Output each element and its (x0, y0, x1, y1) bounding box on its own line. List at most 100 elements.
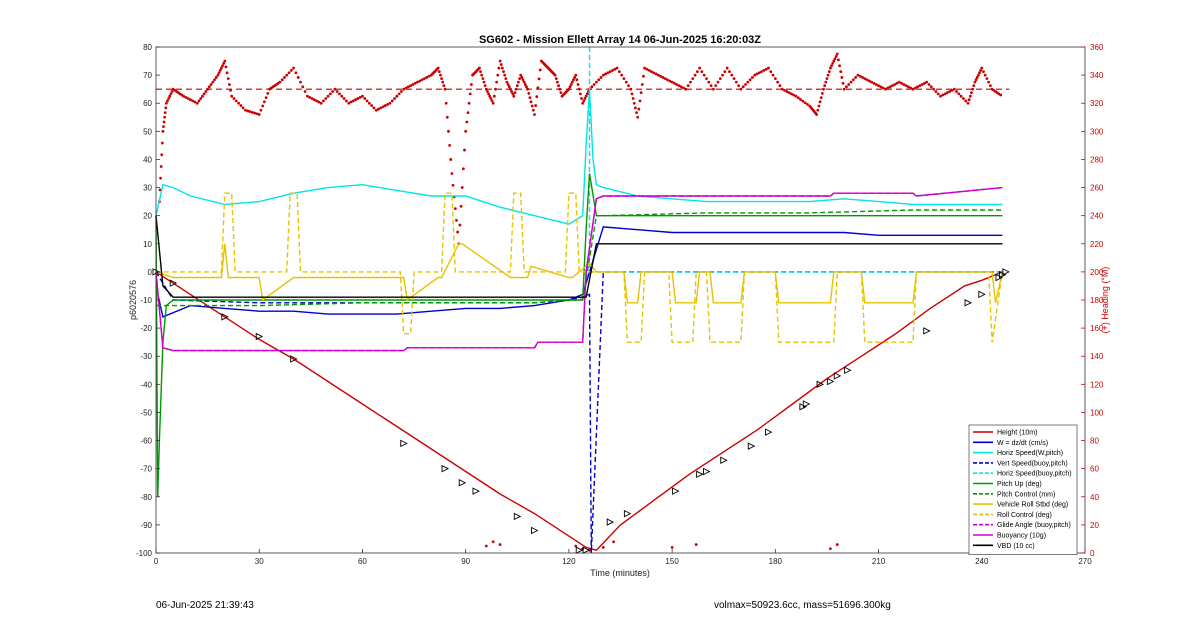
heading-point (823, 84, 827, 88)
heading-point (573, 76, 577, 79)
heading-point (888, 85, 892, 89)
heading-point (861, 76, 864, 79)
heading-point (280, 78, 284, 82)
y-tick-label: -100 (136, 549, 153, 558)
heading-point (783, 88, 786, 92)
heading-point (794, 94, 798, 98)
heading-point (627, 84, 630, 88)
heading-point (427, 74, 431, 78)
heading-point (622, 77, 626, 81)
heading-point (570, 80, 574, 84)
heading-point (528, 96, 532, 99)
heading-point (505, 80, 509, 84)
heading-point (945, 91, 949, 95)
heading-point (489, 97, 493, 100)
heading-point (409, 84, 413, 88)
series-line (155, 243, 1004, 304)
heading-point (874, 83, 878, 86)
heading-point (506, 83, 510, 86)
heading-point (461, 167, 465, 171)
heading-point (647, 69, 651, 72)
heading-point (248, 110, 252, 114)
heading-point (189, 98, 192, 102)
heading-point (207, 85, 211, 89)
heading-point (202, 92, 206, 96)
heading-point (716, 80, 720, 84)
heading-point (744, 83, 747, 86)
heading-point (737, 84, 741, 88)
heading-point (612, 540, 616, 544)
heading-point (913, 86, 917, 90)
heading-point (487, 92, 491, 96)
y-tick-label: 40 (143, 155, 152, 164)
heading-point (976, 73, 980, 77)
height-marker (802, 400, 811, 408)
heading-point (504, 77, 508, 81)
heading-point (897, 80, 901, 84)
heading-point (213, 78, 216, 82)
heading-point (847, 83, 851, 86)
heading-point (771, 73, 775, 77)
heading-point (292, 66, 296, 70)
y-tick-label: 70 (143, 71, 152, 80)
heading-point (980, 66, 984, 70)
heading-point (950, 88, 954, 92)
heading-point (695, 70, 699, 73)
x-tick-label: 30 (255, 557, 264, 566)
x-tick-label: 90 (461, 557, 470, 566)
height-marker (978, 290, 986, 299)
heading-point (684, 87, 688, 91)
heading-point (232, 97, 236, 100)
series-line (155, 271, 1003, 554)
heading-point (395, 94, 399, 98)
x-tick-label: 210 (872, 557, 886, 566)
heading-point (816, 108, 820, 112)
y-tick-label: -50 (140, 408, 152, 417)
heading-point (656, 73, 660, 77)
heading-point (166, 99, 169, 103)
heading-point (416, 80, 419, 84)
height-marker (923, 327, 931, 335)
heading-point (957, 92, 961, 96)
heading-point (833, 57, 837, 61)
heading-point (712, 87, 715, 91)
heading-point (464, 129, 468, 133)
heading-point (253, 111, 257, 115)
heading-point (365, 99, 369, 103)
heading-point (498, 543, 502, 546)
height-marker (844, 366, 852, 375)
y-tick-label: 80 (143, 43, 152, 52)
heading-point (296, 76, 300, 79)
y-right-tick-label: 360 (1090, 43, 1104, 52)
heading-point (858, 74, 862, 78)
heading-point (451, 183, 455, 187)
heading-point (230, 94, 234, 98)
heading-point (787, 91, 791, 95)
y-tick-label: 30 (143, 184, 152, 193)
heading-point (601, 73, 605, 77)
heading-point (379, 106, 383, 110)
heading-point (838, 64, 841, 68)
heading-point (637, 107, 641, 111)
heading-point (344, 99, 348, 103)
legend-label: Horiz Speed(W,pitch) (997, 450, 1063, 457)
y-right-tick-label: 260 (1090, 184, 1104, 193)
y-right-tick-label: 240 (1090, 212, 1104, 221)
heading-point (484, 544, 488, 548)
heading-point (700, 70, 704, 73)
heading-point (444, 101, 448, 105)
x-tick-label: 150 (665, 557, 679, 566)
heading-point (972, 84, 976, 88)
height-marker (169, 279, 178, 287)
heading-point (515, 84, 519, 88)
series-line (155, 271, 1003, 551)
series-layer (155, 47, 1004, 554)
marker-layer (152, 268, 1010, 554)
heading-point (803, 101, 807, 105)
heading-point (978, 71, 981, 75)
heading-point (170, 90, 174, 93)
heading-point (574, 544, 578, 548)
x-tick-label: 60 (358, 557, 367, 566)
heading-point (979, 69, 983, 72)
heading-point (893, 83, 897, 86)
